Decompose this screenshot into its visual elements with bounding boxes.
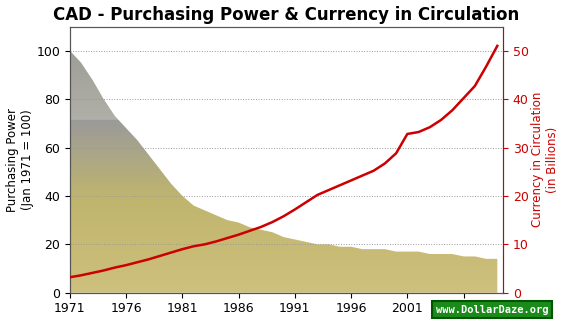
Title: CAD - Purchasing Power & Currency in Circulation: CAD - Purchasing Power & Currency in Cir… (53, 5, 520, 23)
Text: www.DollarDaze.org: www.DollarDaze.org (436, 305, 548, 315)
Y-axis label: Currency in Circulation
(in Billions): Currency in Circulation (in Billions) (532, 92, 559, 227)
Y-axis label: Purchasing Power
(Jan 1971 = 100): Purchasing Power (Jan 1971 = 100) (6, 108, 33, 212)
